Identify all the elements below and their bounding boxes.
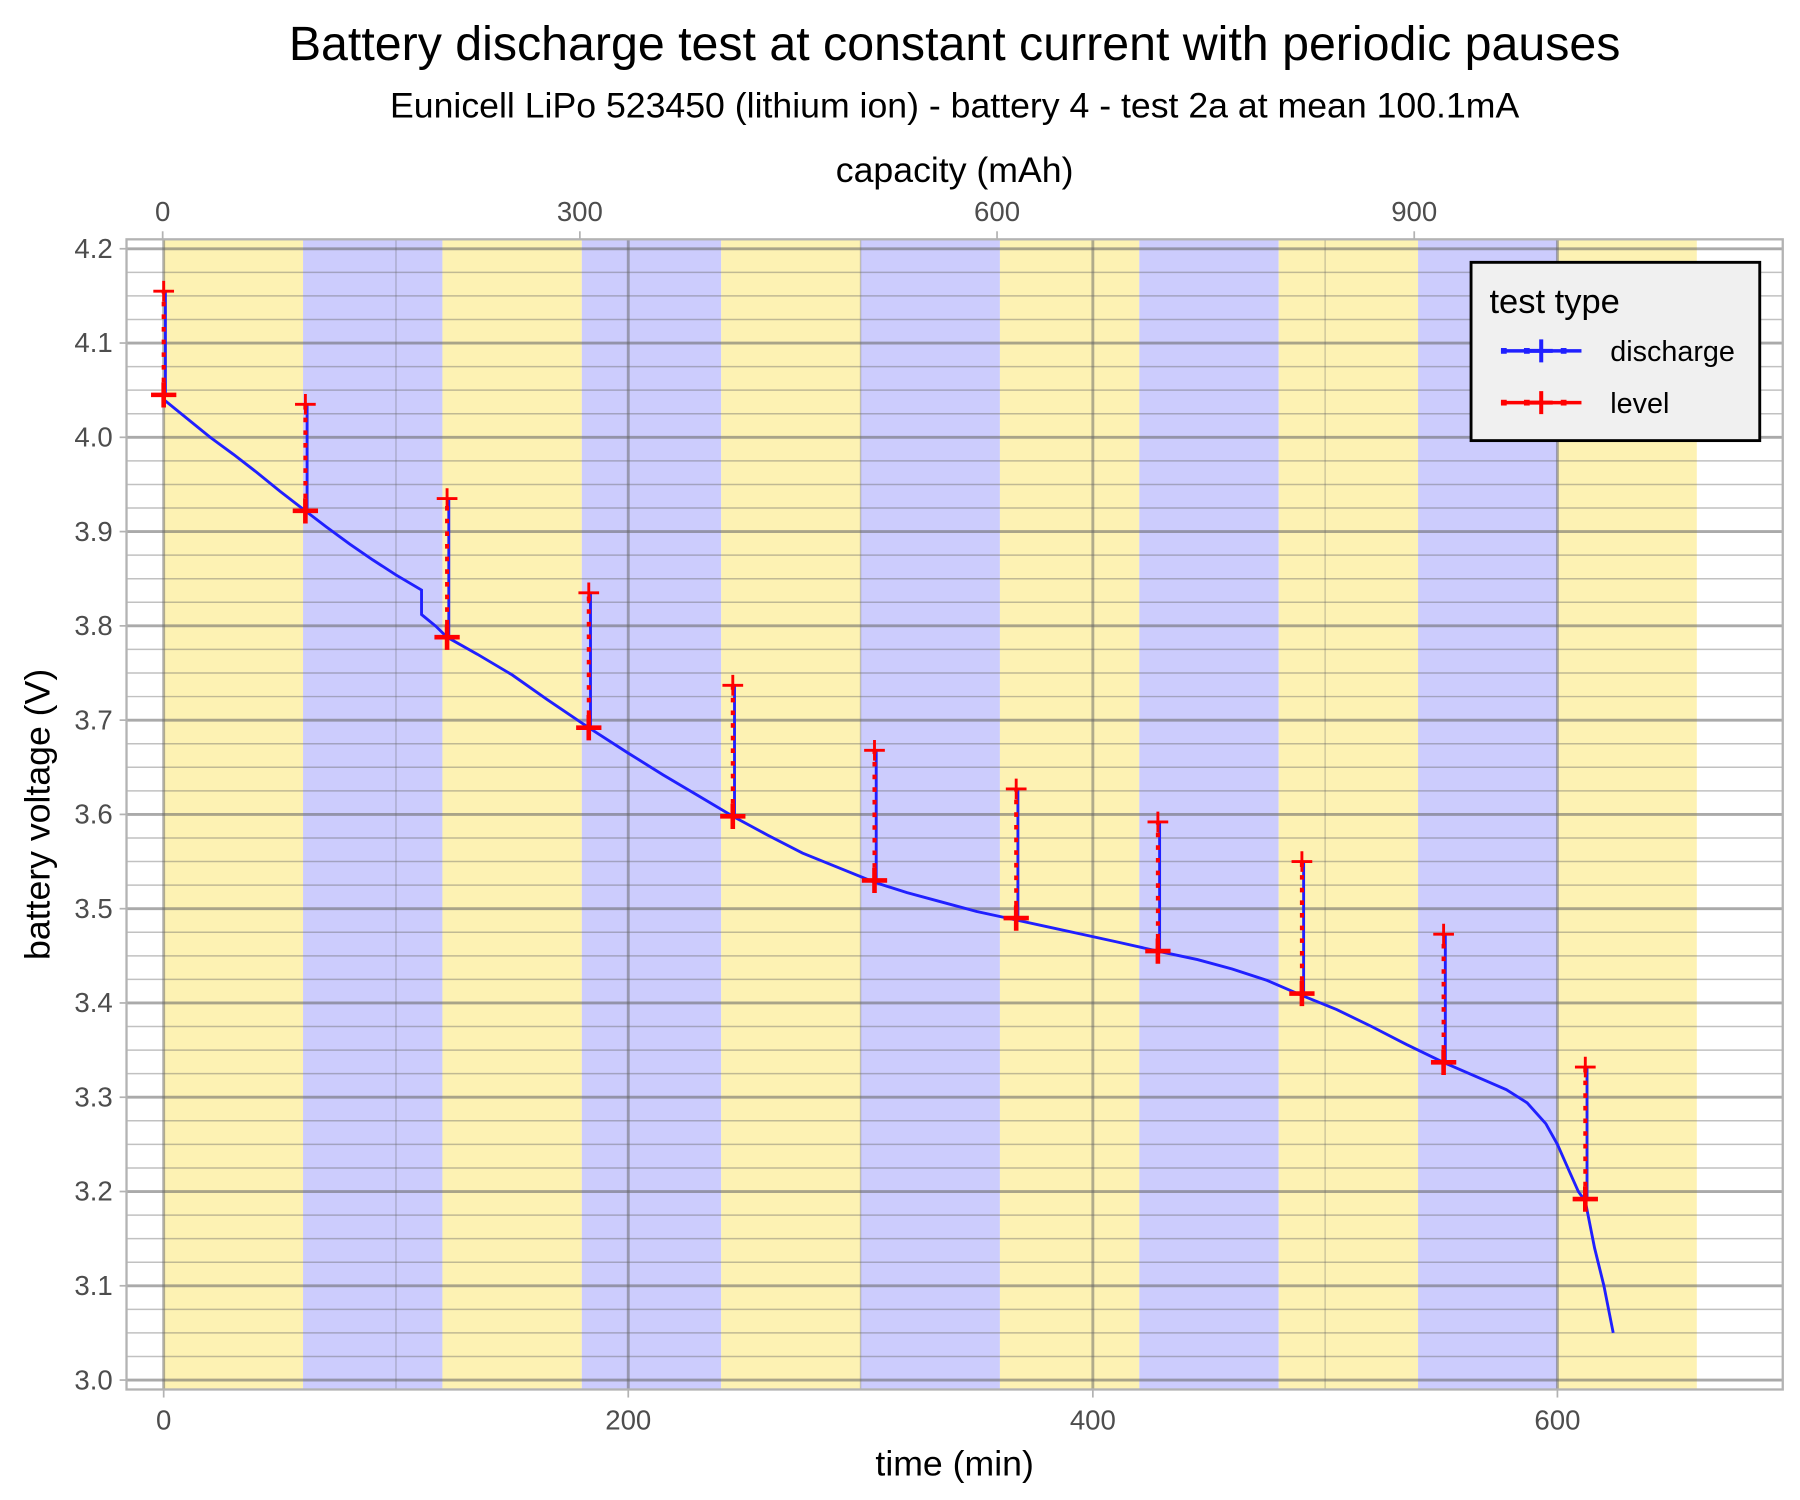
level-point-marker <box>861 867 888 894</box>
legend-key-dot <box>1560 399 1567 406</box>
top-axis-title: capacity (mAh) <box>836 150 1074 190</box>
level-point-marker <box>1291 851 1313 872</box>
y-tick-label: 3.8 <box>74 610 112 641</box>
level-point-marker <box>1003 905 1029 931</box>
y-tick-label: 3.2 <box>74 1176 112 1207</box>
x-tick-label: 200 <box>605 1405 651 1436</box>
level-point-marker <box>436 488 458 509</box>
chart-subtitle: Eunicell LiPo 523450 (lithium ion) - bat… <box>390 85 1519 125</box>
plot-area: 3.0 3.1 3.2 3.3 3.4 3.5 3.6 3.7 3.8 3.9 4.0 4.1 4.2 0… <box>74 196 1784 1436</box>
legend-key-dot <box>1500 399 1507 406</box>
level-point-marker <box>722 674 744 696</box>
y-tick-label: 3.1 <box>74 1270 112 1301</box>
y-tick-label: 3.4 <box>74 987 112 1018</box>
legend-key-cross <box>1529 391 1553 415</box>
y-tick-label: 3.0 <box>74 1364 112 1395</box>
level-point-marker <box>720 803 746 829</box>
level-point-marker <box>292 498 319 524</box>
level-point-marker <box>434 624 460 650</box>
legend-label-discharge: discharge <box>1610 336 1735 368</box>
legend: test type discharge level <box>1469 260 1762 443</box>
discharge-line <box>162 398 1615 1334</box>
y-tick-label: 4.0 <box>74 422 112 453</box>
level-point-marker <box>1147 811 1169 833</box>
top-axis-tick-label: 900 <box>1391 196 1437 227</box>
level-point-marker <box>151 382 177 408</box>
x-tick-label: 600 <box>1534 1405 1580 1436</box>
level-point-marker <box>864 739 885 761</box>
level-point-marker <box>1572 1186 1598 1212</box>
legend-title: test type <box>1489 283 1619 321</box>
level-point-marker <box>1430 1049 1457 1076</box>
legend-label-level: level <box>1610 388 1669 420</box>
x-tick-label: 0 <box>156 1405 171 1436</box>
level-point-marker <box>576 715 602 741</box>
legend-key-dot <box>1500 348 1507 354</box>
x-axis-title: time (min) <box>875 1444 1033 1484</box>
x-tick-label: 400 <box>1070 1405 1116 1436</box>
level-point-marker <box>1433 923 1454 945</box>
level-point-marker <box>295 393 316 415</box>
top-axis-tick-label: 0 <box>155 196 170 227</box>
top-axis-tick-label: 300 <box>557 196 603 227</box>
level-point-marker <box>1145 938 1171 964</box>
level-point-marker <box>578 582 600 604</box>
y-tick-label: 3.6 <box>74 799 112 830</box>
legend-key-cross <box>1529 339 1553 363</box>
y-tick-label: 3.7 <box>74 704 112 735</box>
legend-key-dot <box>1560 348 1567 354</box>
y-axis-title: battery voltage (V) <box>17 669 57 960</box>
y-tick-label: 3.9 <box>74 516 112 547</box>
top-axis-tick-label: 600 <box>974 196 1020 227</box>
y-tick-label: 4.2 <box>74 233 112 264</box>
legend-key-dot <box>1523 399 1530 406</box>
level-point-marker <box>153 280 175 302</box>
y-tick-label: 4.1 <box>74 327 112 358</box>
y-tick-label: 3.5 <box>74 893 112 924</box>
level-point-marker <box>1574 1056 1596 1078</box>
legend-key-dot <box>1523 348 1530 354</box>
chart-title: Battery discharge test at constant curre… <box>289 17 1621 71</box>
y-tick-label: 3.3 <box>74 1081 112 1112</box>
level-point-marker <box>1005 778 1027 800</box>
level-point-marker <box>1289 980 1315 1007</box>
